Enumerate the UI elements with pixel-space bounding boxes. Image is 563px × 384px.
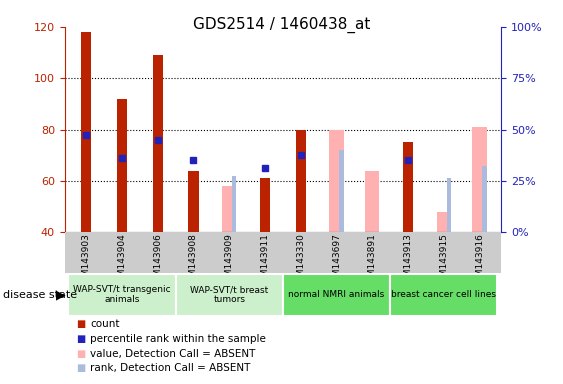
Text: GSM143904: GSM143904 [118,233,127,288]
Text: GSM143916: GSM143916 [475,233,484,288]
Text: GSM143911: GSM143911 [261,233,270,288]
Bar [81,32,91,232]
Text: GSM143891: GSM143891 [368,233,377,288]
Text: ■: ■ [76,319,85,329]
Bar [260,179,270,232]
Text: ▶: ▶ [56,288,66,301]
Bar [446,179,451,232]
Bar [390,273,498,316]
Bar [296,130,306,232]
Text: GSM143697: GSM143697 [332,233,341,288]
Text: ■: ■ [76,363,85,373]
Bar [283,273,390,316]
Text: ■: ■ [76,334,85,344]
Text: GSM143330: GSM143330 [296,233,305,288]
Text: normal NMRI animals: normal NMRI animals [288,290,385,299]
Bar [222,186,236,232]
Bar [403,142,413,232]
Text: value, Detection Call = ABSENT: value, Detection Call = ABSENT [90,349,256,359]
Text: percentile rank within the sample: percentile rank within the sample [90,334,266,344]
Text: GSM143913: GSM143913 [404,233,413,288]
Bar [437,212,451,232]
Text: GSM143908: GSM143908 [189,233,198,288]
Text: count: count [90,319,119,329]
Text: disease state: disease state [3,290,77,300]
Bar [153,55,163,232]
Text: WAP-SVT/t transgenic
animals: WAP-SVT/t transgenic animals [73,285,171,305]
Text: GDS2514 / 1460438_at: GDS2514 / 1460438_at [193,17,370,33]
Bar [117,99,127,232]
Bar [472,127,487,232]
Bar [176,273,283,316]
Text: GSM143909: GSM143909 [225,233,234,288]
Text: ■: ■ [76,349,85,359]
Text: GSM143915: GSM143915 [439,233,448,288]
Bar [68,273,176,316]
Text: rank, Detection Call = ABSENT: rank, Detection Call = ABSENT [90,363,251,373]
Text: WAP-SVT/t breast
tumors: WAP-SVT/t breast tumors [190,285,269,305]
Bar [189,170,199,232]
Bar [232,176,236,232]
Bar [482,166,487,232]
Bar [365,170,379,232]
Text: GSM143903: GSM143903 [82,233,91,288]
Text: breast cancer cell lines: breast cancer cell lines [391,290,497,299]
Bar [339,150,343,232]
Bar [329,130,343,232]
Text: GSM143906: GSM143906 [153,233,162,288]
